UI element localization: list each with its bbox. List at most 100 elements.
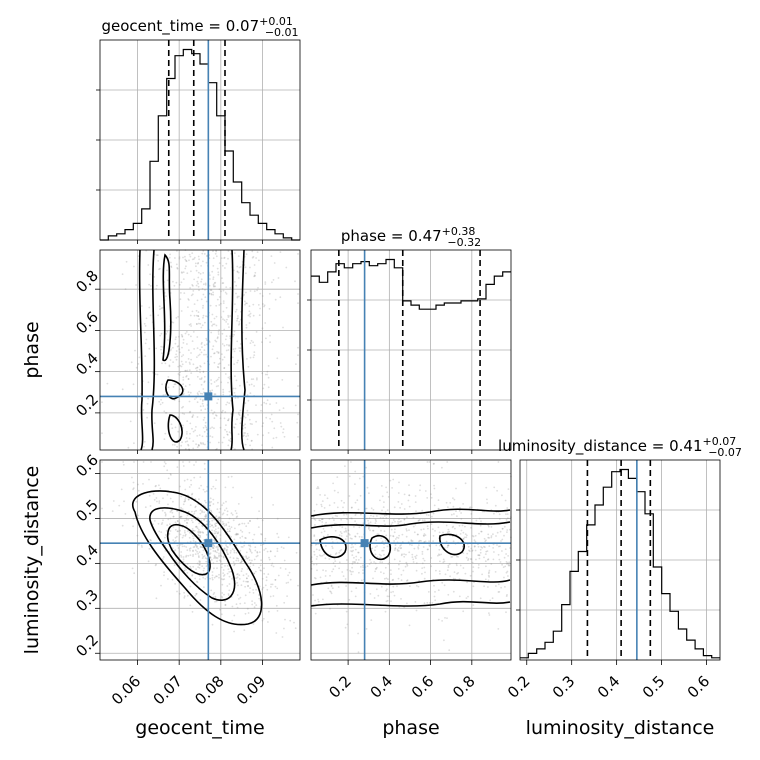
sample-point: [209, 552, 212, 554]
sample-point: [389, 569, 392, 571]
sample-point: [216, 556, 218, 559]
sample-point: [228, 583, 231, 585]
sample-point: [216, 545, 219, 548]
sample-point: [238, 574, 241, 576]
sample-point: [489, 599, 491, 602]
sample-point: [236, 576, 239, 579]
sample-point: [322, 528, 325, 530]
sample-point: [161, 352, 163, 354]
sample-point: [262, 586, 265, 589]
sample-point: [472, 585, 475, 588]
sample-point: [191, 284, 194, 286]
sample-point: [244, 426, 247, 429]
sample-point: [412, 561, 415, 563]
sample-point: [189, 585, 192, 588]
sample-point: [196, 366, 199, 369]
sample-point: [169, 349, 172, 352]
sample-point: [195, 443, 198, 446]
sample-point: [323, 553, 325, 556]
sample-point: [380, 485, 383, 487]
sample-point: [424, 540, 427, 543]
sample-point: [243, 544, 246, 547]
sample-point: [208, 274, 211, 276]
sample-point: [209, 278, 211, 280]
sample-point: [447, 528, 450, 531]
sample-point: [418, 519, 420, 522]
sample-point: [183, 530, 186, 532]
sample-point: [494, 571, 497, 573]
sample-point: [231, 578, 233, 580]
sample-point: [198, 353, 201, 356]
sample-point: [242, 580, 245, 583]
sample-point: [252, 589, 255, 591]
sample-point: [465, 556, 468, 559]
sample-point: [200, 351, 203, 354]
sample-point: [223, 593, 225, 596]
sample-point: [206, 255, 208, 258]
sample-point: [351, 506, 353, 509]
sample-point: [404, 565, 407, 568]
sample-point: [447, 566, 450, 569]
sample-point: [193, 398, 196, 401]
sample-point: [159, 403, 162, 406]
sample-point: [219, 357, 221, 360]
sample-point: [176, 561, 179, 563]
sample-point: [458, 595, 461, 598]
sample-point: [188, 259, 190, 262]
sample-point: [213, 285, 215, 288]
sample-point: [381, 540, 384, 543]
sample-point: [185, 568, 187, 571]
sample-point: [212, 284, 215, 287]
sample-point: [247, 314, 250, 317]
sample-point: [239, 266, 242, 268]
sample-point: [365, 628, 368, 630]
sample-point: [500, 586, 502, 589]
sample-point: [223, 574, 226, 576]
sample-point: [223, 547, 226, 550]
sample-point: [101, 507, 103, 510]
sample-point: [187, 498, 190, 501]
sample-point: [225, 262, 228, 265]
sample-point: [201, 546, 204, 549]
sample-point: [184, 500, 187, 503]
sample-point: [503, 576, 505, 579]
sample-point: [400, 544, 402, 546]
sample-point: [182, 338, 185, 341]
sample-point: [377, 526, 380, 528]
sample-point: [268, 556, 270, 559]
sample-point: [218, 555, 220, 558]
sample-point: [422, 534, 425, 537]
contour-line: [138, 249, 246, 451]
sample-point: [352, 549, 354, 552]
sample-point: [149, 314, 152, 317]
sample-point: [198, 487, 201, 490]
sample-point: [256, 378, 258, 381]
sample-point: [212, 250, 214, 253]
sample-point: [444, 617, 446, 619]
sample-point: [259, 307, 261, 310]
sample-point: [238, 598, 240, 600]
sample-point: [317, 487, 320, 490]
sample-point: [253, 606, 256, 609]
sample-point: [433, 584, 435, 587]
sample-point: [380, 585, 383, 588]
sample-point: [353, 556, 355, 559]
sample-point: [493, 486, 496, 489]
sample-point: [267, 376, 270, 379]
sample-point: [262, 303, 264, 305]
sample-point: [451, 526, 454, 529]
sample-point: [231, 513, 234, 516]
sample-point: [320, 555, 322, 557]
sample-point: [405, 553, 407, 556]
sample-point: [205, 514, 207, 517]
sample-point: [385, 514, 388, 516]
sample-point: [314, 524, 316, 526]
sample-point: [200, 265, 203, 267]
sample-point: [295, 551, 298, 554]
sample-point: [197, 276, 200, 279]
sample-point: [199, 322, 202, 325]
sample-point: [233, 333, 236, 336]
sample-point: [464, 525, 466, 528]
sample-point: [286, 595, 288, 597]
sample-point: [192, 546, 195, 549]
